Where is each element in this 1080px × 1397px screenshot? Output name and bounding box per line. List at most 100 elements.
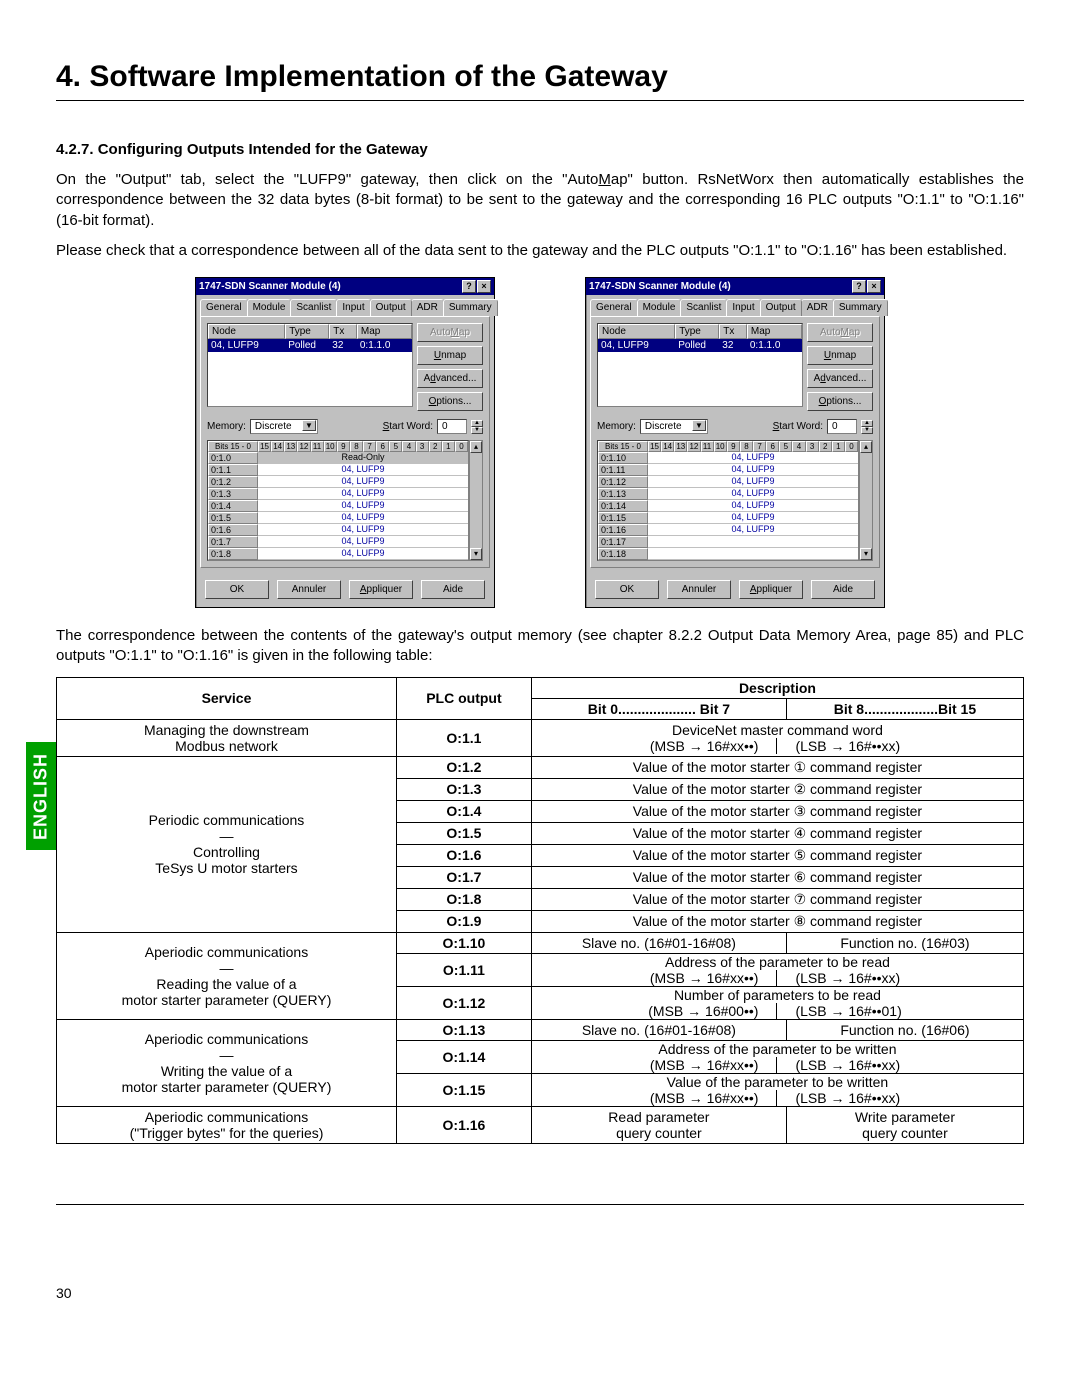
footer-button-annuler[interactable]: Annuler [277, 580, 341, 599]
memory-row-value: 04, LUFP9 [258, 488, 468, 500]
memory-row-data: 0:1.804, LUFP9 [208, 548, 468, 560]
bit-header: 11 [311, 441, 324, 452]
memory-combo[interactable]: Discrete [640, 419, 708, 434]
node-cell: Polled [675, 339, 719, 352]
automap-button[interactable]: AutoMap [807, 323, 873, 342]
memory-row-data: 0:1.504, LUFP9 [208, 512, 468, 524]
memory-row-label: 0:1.17 [598, 536, 648, 548]
tab-scanlist[interactable]: Scanlist [680, 299, 727, 316]
paragraph-1: On the "Output" tab, select the "LUFP9" … [56, 170, 1024, 231]
footer-button-ok[interactable]: OK [595, 580, 659, 599]
tab-module[interactable]: Module [637, 299, 682, 316]
bit-header: 1 [832, 441, 845, 452]
node-col-header: Node [598, 324, 675, 339]
node-col-header: Type [675, 324, 719, 339]
footer-button-annuler[interactable]: Annuler [667, 580, 731, 599]
node-area: NodeTypeTxMap04, LUFP9Polled320:1.1.0Aut… [207, 323, 483, 411]
bit-header: 3 [806, 441, 819, 452]
node-list[interactable]: NodeTypeTxMap04, LUFP9Polled320:1.1.0 [207, 323, 413, 407]
bit-header: 2 [429, 441, 442, 452]
close-button[interactable]: × [477, 280, 491, 293]
para1-underline: M [598, 171, 611, 188]
memory-scrollbar[interactable]: ▴▾ [469, 440, 483, 561]
startword-spinner[interactable]: ▲▼ [471, 420, 483, 434]
desc-cell: Value of the motor starter ① command reg… [531, 756, 1023, 778]
bits-label: Bits 15 - 0 [598, 441, 648, 452]
memory-row-label: 0:1.16 [598, 524, 648, 536]
node-list[interactable]: NodeTypeTxMap04, LUFP9Polled320:1.1.0 [597, 323, 803, 407]
tab-adr[interactable]: ADR [801, 299, 834, 316]
desc-cell: Address of the parameter to be read(MSB … [531, 953, 1023, 986]
close-button[interactable]: × [867, 280, 881, 293]
memory-row-value: 04, LUFP9 [258, 524, 468, 536]
memory-combo[interactable]: Discrete [250, 419, 318, 434]
footer-button-appliquer[interactable]: Appliquer [739, 580, 803, 599]
tab-general[interactable]: General [200, 299, 248, 316]
unmap-button[interactable]: Unmap [417, 346, 483, 365]
desc-cell: Value of the motor starter ④ command reg… [531, 822, 1023, 844]
bit-header: 1 [442, 441, 455, 452]
tab-output[interactable]: Output [370, 299, 412, 316]
memory-scrollbar[interactable]: ▴▾ [859, 440, 873, 561]
tab-adr[interactable]: ADR [411, 299, 444, 316]
tab-summary[interactable]: Summary [833, 299, 888, 316]
tab-module[interactable]: Module [247, 299, 292, 316]
bit-header: 12 [297, 441, 310, 452]
memory-row-label: 0:1.0 [208, 452, 258, 464]
memory-label: Memory: [597, 421, 636, 432]
help-button[interactable]: ? [462, 280, 476, 293]
dialog-tabs: GeneralModuleScanlistInputOutputADRSumma… [196, 295, 494, 316]
bit-header: 9 [337, 441, 350, 452]
tab-summary[interactable]: Summary [443, 299, 498, 316]
dialog-titlebar: 1747-SDN Scanner Module (4)?× [586, 278, 884, 295]
memory-row-label: 0:1.12 [598, 476, 648, 488]
bit-header: 10 [714, 441, 727, 452]
node-row[interactable]: 04, LUFP9Polled320:1.1.0 [598, 339, 802, 352]
node-cell: 0:1.1.0 [357, 339, 412, 352]
tab-input[interactable]: Input [726, 299, 760, 316]
page-number: 30 [56, 1285, 1024, 1301]
unmap-button[interactable]: Unmap [807, 346, 873, 365]
tab-general[interactable]: General [590, 299, 638, 316]
startword-spinner[interactable]: ▲▼ [861, 420, 873, 434]
node-col-header: Tx [719, 324, 747, 339]
help-button[interactable]: ? [852, 280, 866, 293]
memory-row-value [648, 548, 858, 560]
memory-row-label: 0:1.11 [598, 464, 648, 476]
startword-input[interactable]: 0 [827, 419, 857, 434]
advanced-button[interactable]: Advanced... [807, 369, 873, 388]
tab-output[interactable]: Output [760, 299, 802, 316]
bit-header: 5 [779, 441, 792, 452]
table-row: Aperiodic communications("Trigger bytes"… [57, 1106, 1024, 1143]
options-button[interactable]: Options... [807, 392, 873, 411]
node-area: NodeTypeTxMap04, LUFP9Polled320:1.1.0Aut… [597, 323, 873, 411]
node-row[interactable]: 04, LUFP9Polled320:1.1.0 [208, 339, 412, 352]
advanced-button[interactable]: Advanced... [417, 369, 483, 388]
automap-button[interactable]: AutoMap [417, 323, 483, 342]
memory-row-data: 0:1.17 [598, 536, 858, 548]
bit-header: 15 [258, 441, 271, 452]
language-tab: ENGLISH [26, 742, 56, 850]
footer-button-appliquer[interactable]: Appliquer [349, 580, 413, 599]
memory-row-value: 04, LUFP9 [258, 512, 468, 524]
memory-row-data: 0:1.604, LUFP9 [208, 524, 468, 536]
tab-input[interactable]: Input [336, 299, 370, 316]
node-cell: 32 [329, 339, 357, 352]
memory-row-value [648, 536, 858, 548]
tab-scanlist[interactable]: Scanlist [290, 299, 337, 316]
footer-button-aide[interactable]: Aide [421, 580, 485, 599]
memory-row-data: 0:1.1204, LUFP9 [598, 476, 858, 488]
footer-button-ok[interactable]: OK [205, 580, 269, 599]
desc-cell: Number of parameters to be read(MSB → 16… [531, 986, 1023, 1019]
dialog-footer: OK Annuler Appliquer Aide [196, 572, 494, 607]
memory-row-label: 0:1.3 [208, 488, 258, 500]
memory-row-value: 04, LUFP9 [258, 464, 468, 476]
options-button[interactable]: Options... [417, 392, 483, 411]
service-cell: Aperiodic communications—Writing the val… [57, 1019, 397, 1106]
dialog-titlebar: 1747-SDN Scanner Module (4)?× [196, 278, 494, 295]
paragraph-2: Please check that a correspondence betwe… [56, 241, 1024, 261]
dialog-body: NodeTypeTxMap04, LUFP9Polled320:1.1.0Aut… [590, 316, 880, 568]
footer-button-aide[interactable]: Aide [811, 580, 875, 599]
desc-cell-left: Slave no. (16#01-16#08) [531, 1019, 786, 1040]
startword-input[interactable]: 0 [437, 419, 467, 434]
